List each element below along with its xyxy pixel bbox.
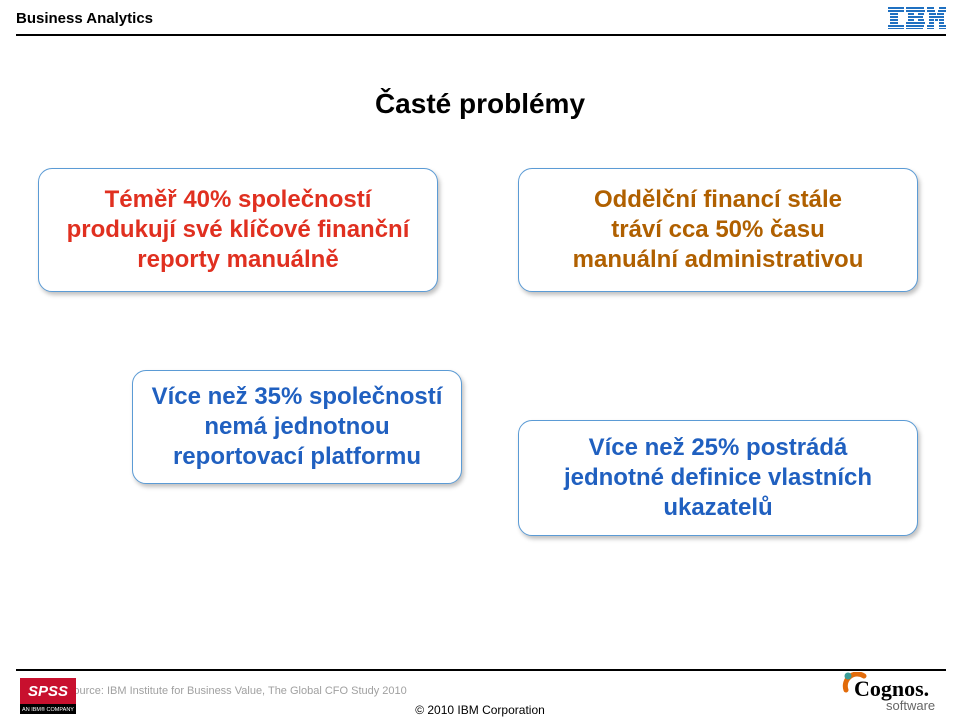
stat-box-50pct: Oddělční financí stále tráví cca 50% čas…: [518, 168, 918, 292]
ibm-logo: [888, 7, 946, 29]
cognos-logo: Cognos. software: [836, 672, 946, 719]
stat-line: nemá jednotnou: [152, 412, 443, 442]
stat-box-text: Téměř 40% společností produkují své klíč…: [67, 185, 410, 275]
stat-line: ukazatelů: [564, 493, 872, 523]
stat-box-25pct: Více než 25% postrádá jednotné definice …: [518, 420, 918, 536]
spss-logo-sub: AN IBM® COMPANY: [22, 706, 74, 713]
slide-footer: Source: IBM Institute for Business Value…: [0, 669, 960, 727]
spss-logo: SPSS AN IBM® COMPANY: [20, 678, 76, 719]
stat-line: produkují své klíčové finanční: [67, 215, 410, 245]
stat-box-text: Více než 35% společností nemá jednotnou …: [152, 382, 443, 472]
copyright-text: © 2010 IBM Corporation: [415, 703, 545, 717]
slide-root: Business Analytics: [0, 0, 960, 727]
cognos-logo-sub: software: [886, 698, 935, 713]
stat-box-text: Více než 25% postrádá jednotné definice …: [564, 433, 872, 523]
footer-underline: [16, 669, 946, 671]
stat-line: reportovací platformu: [152, 442, 443, 472]
stat-line: Téměř 40% společností: [67, 185, 410, 215]
stat-box-text: Oddělční financí stále tráví cca 50% čas…: [573, 185, 864, 275]
slide-header: Business Analytics: [0, 0, 960, 36]
header-underline: [16, 34, 946, 36]
slide-title: Časté problémy: [0, 88, 960, 120]
stat-line: Oddělční financí stále: [573, 185, 864, 215]
header-title: Business Analytics: [16, 10, 153, 27]
stat-line: jednotné definice vlastních: [564, 463, 872, 493]
stat-box-40pct: Téměř 40% společností produkují své klíč…: [38, 168, 438, 292]
stat-line: Více než 25% postrádá: [564, 433, 872, 463]
stat-box-35pct: Více než 35% společností nemá jednotnou …: [132, 370, 462, 484]
stat-line: tráví cca 50% času: [573, 215, 864, 245]
spss-logo-text: SPSS: [28, 683, 68, 700]
source-text: Source: IBM Institute for Business Value…: [66, 685, 407, 697]
stat-line: Více než 35% společností: [152, 382, 443, 412]
stat-line: reporty manuálně: [67, 245, 410, 275]
stat-line: manuální administrativou: [573, 245, 864, 275]
